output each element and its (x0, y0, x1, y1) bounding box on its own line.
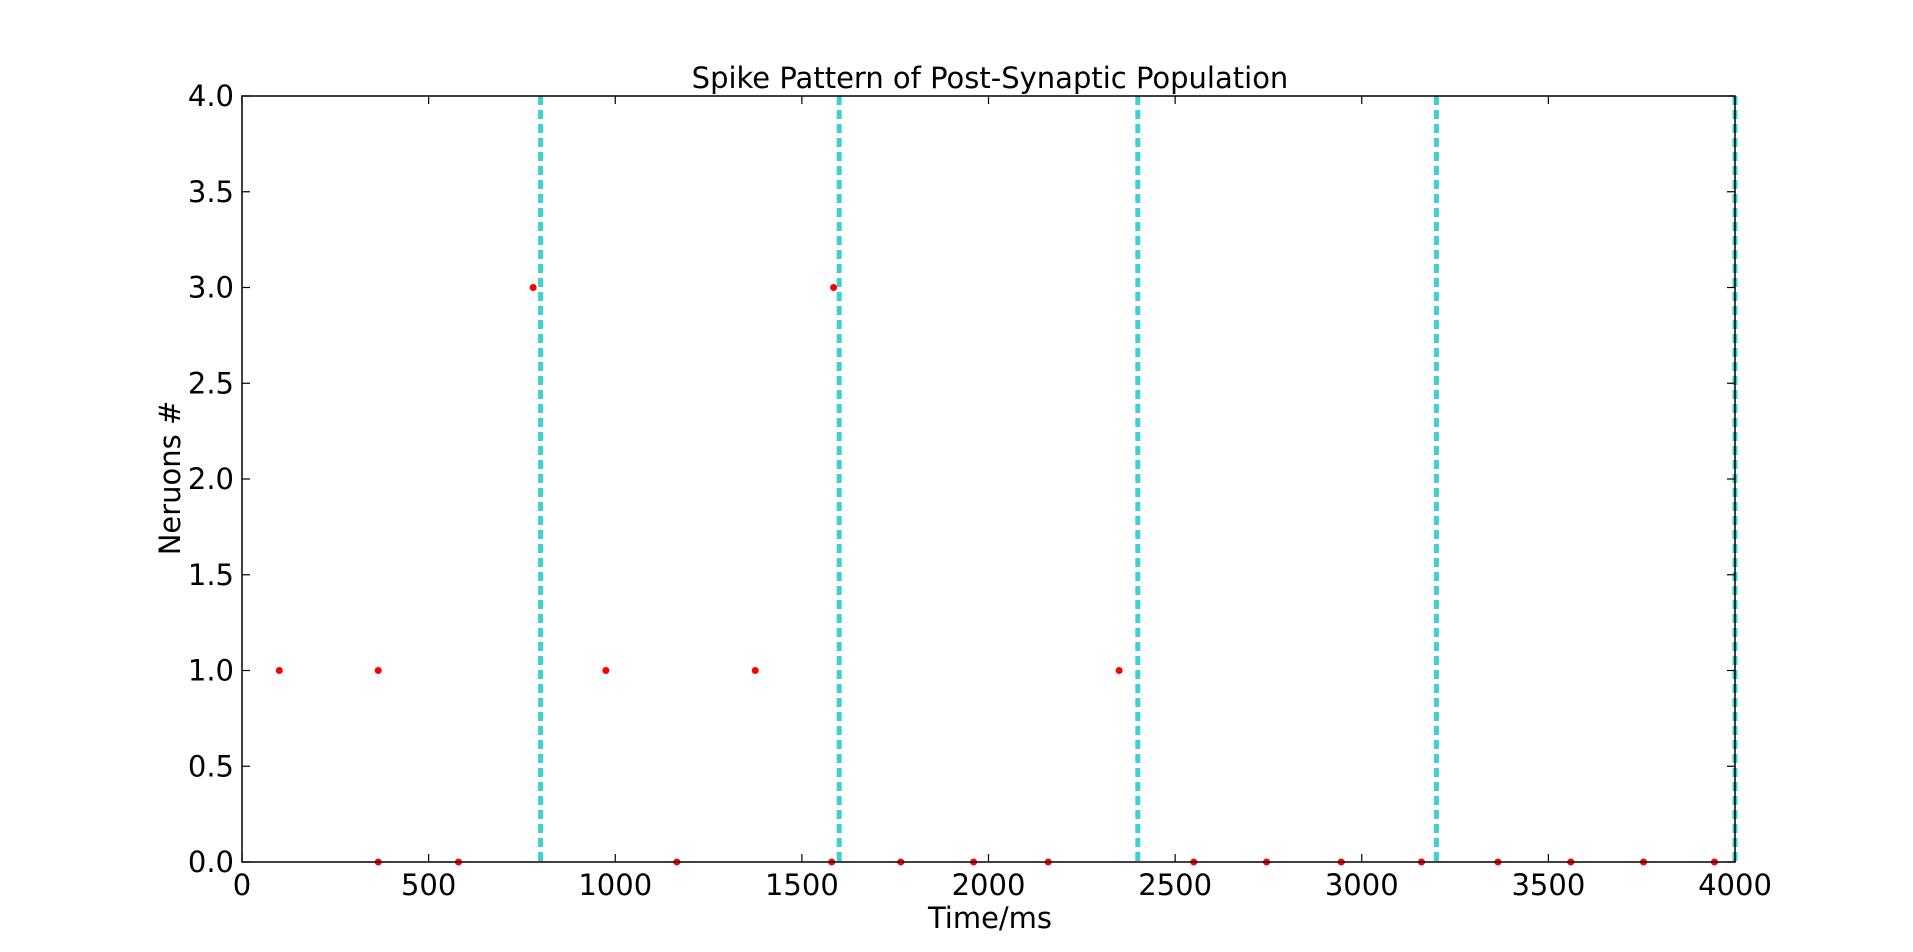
y-tick-label: 2.5 (188, 366, 234, 400)
spike-point (602, 667, 610, 674)
y-axis-label: Neruons # (153, 401, 187, 556)
spike-point (751, 667, 759, 674)
y-tick-label: 0.0 (188, 845, 234, 879)
x-tick-label: 2000 (952, 868, 1026, 902)
spike-point (1115, 667, 1123, 674)
y-tick-label: 1.0 (188, 654, 234, 688)
x-tick-label: 2500 (1138, 868, 1212, 902)
x-tick-label: 500 (401, 868, 456, 902)
x-tick-label: 3500 (1511, 868, 1585, 902)
y-tick-labels: 0.0 0.5 1.0 1.5 2.0 2.5 3.0 3.5 4.0 (188, 79, 234, 879)
x-tick-label: 0 (233, 868, 251, 902)
plot-area (241, 95, 1738, 866)
ticks-layer (241, 95, 1736, 863)
y-tick-label: 3.0 (188, 271, 234, 305)
y-tick-label: 2.0 (188, 462, 234, 496)
x-tick-label: 4000 (1698, 868, 1772, 902)
spike-points-layer (275, 284, 1718, 866)
spike-point (830, 284, 838, 291)
x-tick-label: 1500 (765, 868, 839, 902)
x-tick-label: 3000 (1325, 868, 1399, 902)
spike-point (374, 667, 382, 674)
spike-point (529, 284, 537, 291)
spike-point (275, 667, 283, 674)
y-tick-label: 0.5 (188, 749, 234, 783)
x-tick-label: 1000 (578, 868, 652, 902)
x-tick-labels: 0 500 1000 1500 2000 2500 3000 3500 4000 (233, 868, 1772, 902)
x-axis-label: Time/ms (927, 901, 1052, 935)
y-tick-label: 3.5 (188, 175, 234, 209)
y-tick-label: 1.5 (188, 558, 234, 592)
y-tick-label: 4.0 (188, 79, 234, 113)
chart-title: Spike Pattern of Post-Synaptic Populatio… (692, 61, 1289, 95)
